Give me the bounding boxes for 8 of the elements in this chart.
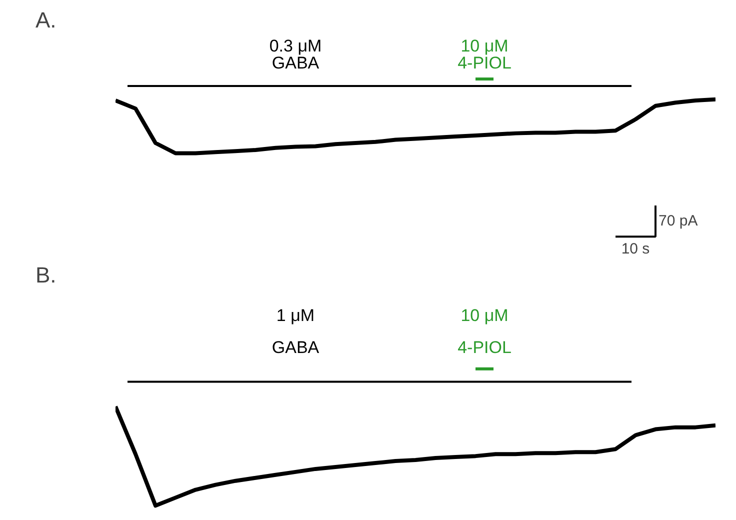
text: 1 μM GABA bbox=[272, 306, 320, 357]
text: 10 μM 4-PIOL bbox=[458, 36, 512, 72]
chart-title: A. bbox=[36, 8, 56, 32]
text: 10 μM 4-PIOL bbox=[458, 306, 512, 357]
chart-title: B. bbox=[36, 262, 56, 288]
text: 70 pA bbox=[658, 212, 698, 230]
text: 10 s bbox=[621, 240, 650, 258]
text: 0.3 μM GABA bbox=[269, 36, 322, 72]
